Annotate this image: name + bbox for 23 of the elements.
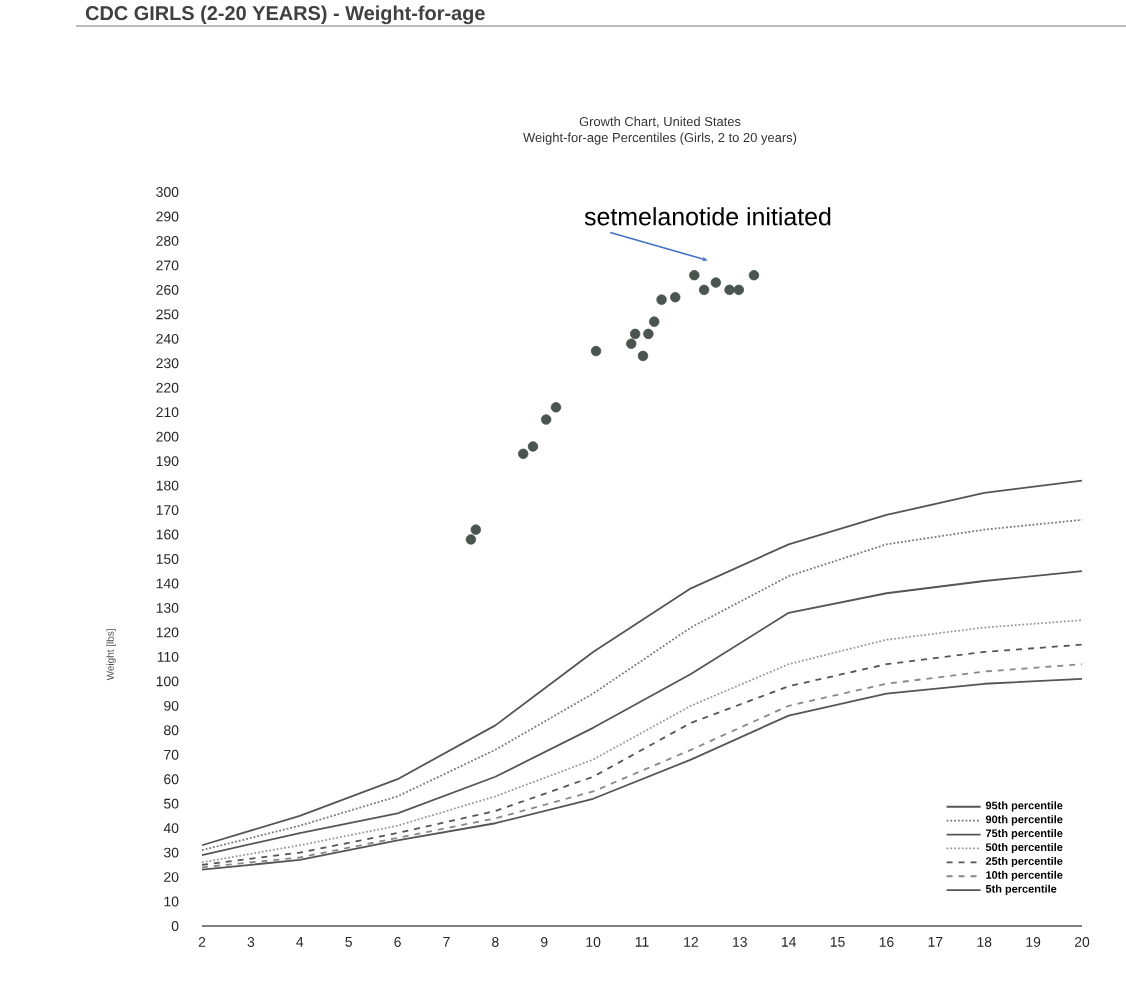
point — [698, 284, 710, 296]
point — [629, 328, 641, 340]
point — [643, 328, 654, 340]
point — [637, 350, 649, 362]
point — [724, 284, 735, 296]
line-series — [201, 570, 1083, 856]
point — [626, 338, 637, 349]
point — [590, 345, 602, 357]
point — [649, 316, 660, 327]
point — [527, 441, 539, 452]
point — [518, 448, 529, 459]
annotation: setmelanotide initiated — [584, 207, 831, 226]
point — [689, 269, 700, 281]
point — [710, 277, 722, 288]
point — [550, 402, 562, 413]
point — [670, 292, 681, 303]
point — [733, 284, 745, 296]
chart-title: CDC GIRLS (2-20 YEARS) - Weight-for-age — [85, 5, 485, 25]
point — [540, 414, 552, 425]
point — [656, 294, 667, 305]
point — [465, 534, 477, 545]
point — [470, 524, 481, 535]
point — [748, 269, 760, 281]
